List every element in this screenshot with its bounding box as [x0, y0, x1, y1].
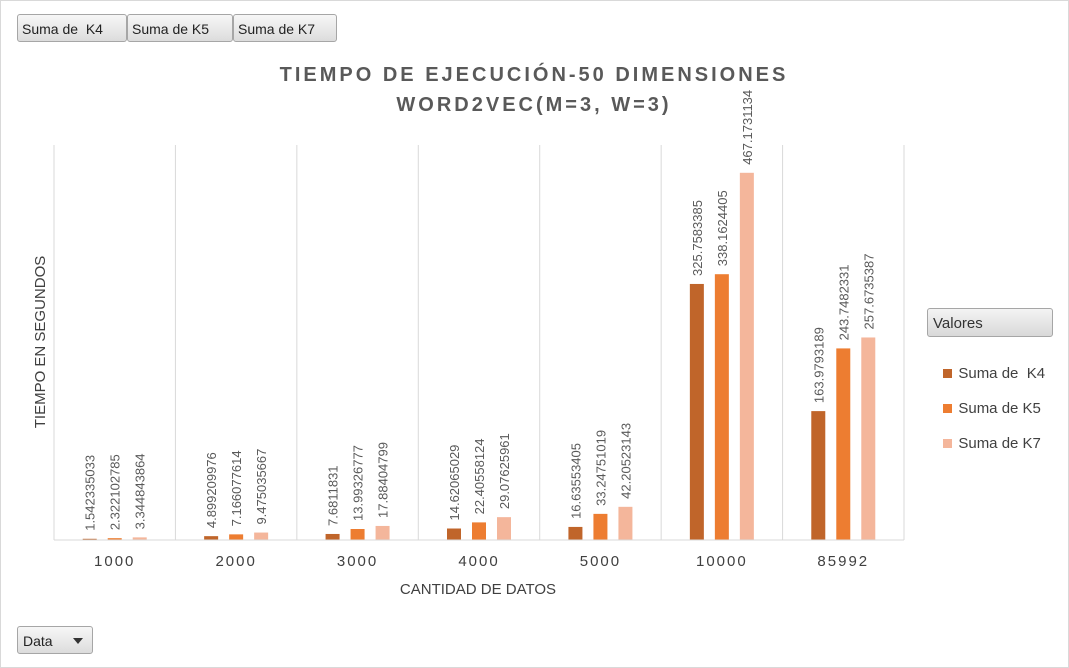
data-label-4000-s1: 14.62065029: [447, 445, 462, 521]
field-button-k7[interactable]: Suma de K7: [233, 14, 337, 42]
data-label-3000-s2: 13.99326777: [351, 445, 366, 521]
data-label-2000-s3: 9.475035667: [254, 449, 269, 525]
bar-2000-s2: [229, 534, 244, 540]
bar-2000-s1: [204, 536, 219, 540]
bar-10000-s1: [689, 283, 704, 540]
x-tick-4000: 4000: [458, 553, 499, 570]
bar-3000-s2: [350, 529, 365, 540]
legend-swatch-k7: [943, 438, 953, 448]
data-dropdown-label: Data: [23, 633, 53, 649]
legend-item-k5: Suma de K5: [935, 379, 1041, 417]
data-dropdown[interactable]: Data: [17, 626, 93, 654]
data-label-85992-s2: 243.7482331: [836, 264, 851, 340]
x-tick-labels-group: 1000 2000 3000 4000 5000 10000 85992: [94, 553, 869, 570]
bar-10000-s2: [714, 274, 729, 540]
bar-5000-s2: [593, 513, 608, 540]
data-label-85992-s3: 257.6735387: [861, 254, 876, 330]
legend-swatch-k5: [943, 403, 953, 413]
data-label-5000-s1: 16.63553405: [568, 443, 583, 519]
data-label-1000-s1: 1.542335033: [83, 455, 98, 531]
data-label-85992-s1: 163.9793189: [811, 327, 826, 403]
bar-5000-s3: [618, 506, 633, 540]
bar-1000-s2: [107, 538, 122, 540]
x-axis-label: CANTIDAD DE DATOS: [400, 581, 556, 598]
legend-item-k4: Suma de K4: [935, 344, 1045, 382]
bar-3000-s1: [325, 533, 340, 540]
data-label-4000-s2: 22.40558124: [472, 438, 487, 514]
bar-10000-s3: [739, 172, 754, 540]
chevron-down-icon: [73, 638, 83, 644]
bar-5000-s1: [568, 526, 583, 540]
data-label-2000-s1: 4.899209976: [204, 452, 219, 528]
chart-subtitle: WORD2VEC(M=3, W=3): [396, 94, 671, 116]
legend-label-k7: Suma de K7: [958, 435, 1041, 452]
bar-4000-s2: [472, 522, 486, 540]
data-labels-group: 1.542335033 2.322102785 3.344843864 4.89920…: [83, 90, 877, 531]
legend-item-k7: Suma de K7: [935, 414, 1041, 452]
bars-group: [82, 172, 876, 540]
x-tick-1000: 1000: [94, 553, 135, 570]
data-label-3000-s1: 7.6811831: [326, 465, 341, 526]
legend-label-k4: Suma de K4: [958, 365, 1046, 382]
x-tick-3000: 3000: [337, 553, 378, 570]
x-tick-2000: 2000: [215, 553, 256, 570]
data-label-1000-s3: 3.344843864: [133, 453, 148, 529]
data-label-10000-s1: 325.7583385: [690, 200, 705, 276]
x-tick-85992: 85992: [817, 553, 869, 570]
x-tick-5000: 5000: [580, 553, 621, 570]
data-label-10000-s3: 467.1731134: [740, 90, 755, 165]
data-label-3000-s3: 17.88404799: [376, 442, 391, 518]
legend-swatch-k4: [943, 368, 953, 378]
y-axis-label: TIEMPO EN SEGUNDOS: [32, 256, 49, 429]
chart-title: TIEMPO DE EJECUCIÓN-50 DIMENSIONES: [280, 62, 789, 86]
x-tick-10000: 10000: [696, 553, 748, 570]
data-label-4000-s3: 29.07625961: [497, 433, 512, 509]
bar-85992-s2: [836, 348, 851, 540]
data-label-10000-s2: 338.1624405: [715, 190, 730, 266]
legend-title[interactable]: Valores: [927, 308, 1053, 337]
data-label-1000-s2: 2.322102785: [108, 454, 123, 530]
bar-85992-s1: [811, 411, 826, 540]
field-button-k4[interactable]: Suma de K4: [17, 14, 127, 42]
data-label-5000-s2: 33.24751019: [593, 430, 608, 506]
bar-1000-s1: [82, 538, 97, 540]
grid-lines: [53, 145, 905, 540]
bar-3000-s3: [375, 525, 390, 540]
field-button-k5[interactable]: Suma de K5: [127, 14, 233, 42]
bar-85992-s3: [861, 337, 876, 540]
bar-4000-s3: [497, 517, 511, 540]
bar-4000-s1: [447, 528, 461, 540]
legend-label-k5: Suma de K5: [958, 400, 1041, 417]
data-label-5000-s3: 42.20523143: [618, 423, 633, 499]
bar-2000-s3: [254, 532, 269, 540]
data-label-2000-s2: 7.166077614: [229, 450, 244, 526]
bar-1000-s3: [132, 537, 147, 540]
